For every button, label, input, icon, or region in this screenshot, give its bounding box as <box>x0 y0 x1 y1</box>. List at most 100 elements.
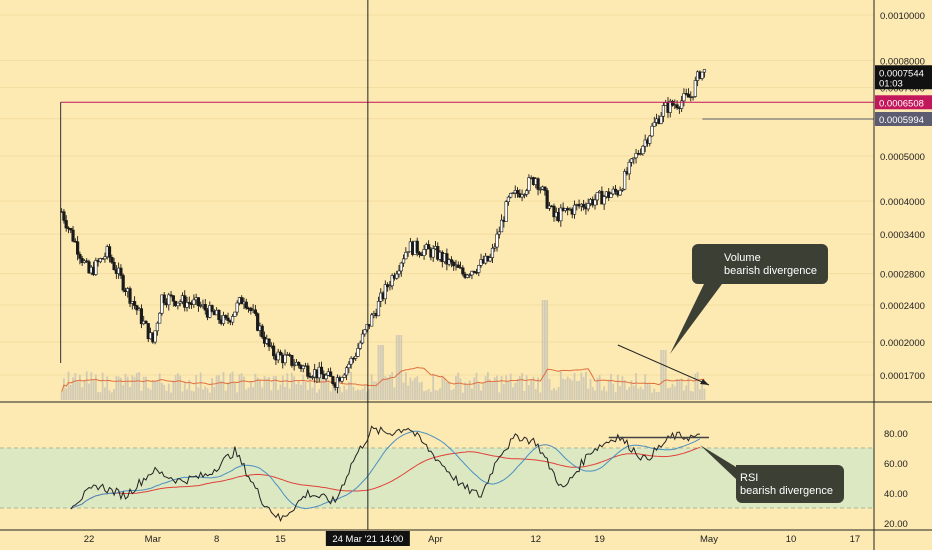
volume-bar <box>190 390 193 400</box>
volume-bar <box>277 389 280 400</box>
volume-bar <box>509 373 512 400</box>
time-tick-label-6: 12 <box>530 534 541 545</box>
candle-body <box>680 100 684 109</box>
candle-body <box>139 308 144 325</box>
volume-bar <box>252 387 255 400</box>
volume-bar <box>338 386 341 400</box>
volume-bar <box>249 381 252 400</box>
volume-bar <box>610 373 612 400</box>
candle-body <box>488 257 492 262</box>
candle-body <box>178 301 182 304</box>
volume-bar <box>414 377 416 400</box>
candle-body <box>358 342 362 349</box>
volume-bar <box>227 382 229 400</box>
candle-body <box>249 307 253 311</box>
volume-bar <box>573 372 576 400</box>
volume-bar <box>275 376 277 400</box>
volume-bar <box>566 376 569 400</box>
volume-bar <box>211 378 213 400</box>
crosshair: 24 Mar '21 14:00 <box>325 0 410 546</box>
candle-body <box>235 302 239 313</box>
volume-bar <box>657 392 660 400</box>
candle-body <box>297 361 301 366</box>
volume-bar <box>265 378 268 400</box>
volume-bar <box>174 375 177 400</box>
candle-body <box>700 71 704 79</box>
volume-bar <box>553 388 555 400</box>
volume-bar <box>694 373 697 400</box>
candlesticks <box>60 69 707 394</box>
volume-bar <box>450 389 453 400</box>
candle-body <box>586 203 590 210</box>
volume-bar <box>448 381 451 400</box>
volume-bar <box>673 386 676 400</box>
candle-body <box>85 260 89 262</box>
volume-bar <box>493 377 496 400</box>
volume-bar <box>158 373 161 400</box>
candle-body <box>691 96 695 98</box>
price-tick-label-7: 0.0002800 <box>880 270 925 281</box>
volume-bar <box>320 374 323 400</box>
volume-bar <box>612 383 615 400</box>
candle-body <box>543 186 547 191</box>
volume-bar <box>635 373 637 400</box>
volume-bar <box>350 371 353 400</box>
candle-body <box>240 297 244 305</box>
candle-body <box>78 253 82 259</box>
candle-body <box>370 314 374 327</box>
volume-bar <box>343 385 346 400</box>
volume-bar <box>300 384 302 400</box>
volume-bar <box>281 375 284 400</box>
level-red-label: 0.0006508 <box>879 98 924 109</box>
volume-bar <box>120 377 122 400</box>
price-pane[interactable] <box>0 14 874 400</box>
volume-bar <box>698 389 701 400</box>
candle-body <box>417 252 422 255</box>
volume-bar <box>69 384 72 400</box>
candle-body <box>283 354 287 364</box>
volume-bar <box>135 372 138 400</box>
crosshair-time-label: 24 Mar '21 14:00 <box>332 534 403 545</box>
volume-bar <box>630 380 633 400</box>
volume-bar <box>619 386 622 400</box>
candle-body <box>383 284 387 300</box>
time-tick-label-3: 15 <box>275 534 286 545</box>
candle-body <box>349 357 353 365</box>
candle-body <box>474 272 479 274</box>
volume-bar <box>441 376 444 400</box>
volume-bar <box>425 390 428 400</box>
volume-bar <box>530 379 533 400</box>
volume-bar <box>423 391 425 400</box>
candle-body <box>497 231 501 235</box>
price-tick-label-1: 0.0008000 <box>880 56 925 67</box>
volume-bar <box>309 373 312 400</box>
volume-bar <box>131 375 134 400</box>
volume-bar <box>534 389 537 400</box>
volume-bar <box>341 392 343 400</box>
volume-bar <box>261 387 264 400</box>
volume-bar <box>388 374 391 400</box>
candle-body <box>231 316 235 323</box>
volume-bar <box>172 380 175 400</box>
rsi-pane[interactable] <box>0 425 874 523</box>
time-tick-label-10: 17 <box>850 534 861 545</box>
volume-bar <box>195 375 198 400</box>
volume-divergence-arrow <box>617 344 710 386</box>
volume-bar <box>368 388 371 400</box>
price-axis[interactable]: 0.00100000.00080000.00070000.00060000.00… <box>875 11 932 382</box>
volume-bar <box>197 387 200 400</box>
candle-body <box>363 329 367 335</box>
candle-body <box>602 196 606 205</box>
volume-arrow-head <box>700 379 709 385</box>
candle-body <box>388 285 392 288</box>
volume-bar <box>167 383 170 400</box>
candle-body <box>427 244 431 250</box>
rsi-axis[interactable]: 80.00 60.00 40.00 20.00 <box>884 429 908 530</box>
price-tick-label-8: 0.0002400 <box>880 301 925 312</box>
time-tick-label-2: 8 <box>214 534 219 545</box>
volume-bar <box>213 386 216 400</box>
candle-body <box>490 247 495 258</box>
candle-body <box>376 301 381 317</box>
volume-bar <box>295 384 298 400</box>
volume-bar <box>386 377 389 400</box>
